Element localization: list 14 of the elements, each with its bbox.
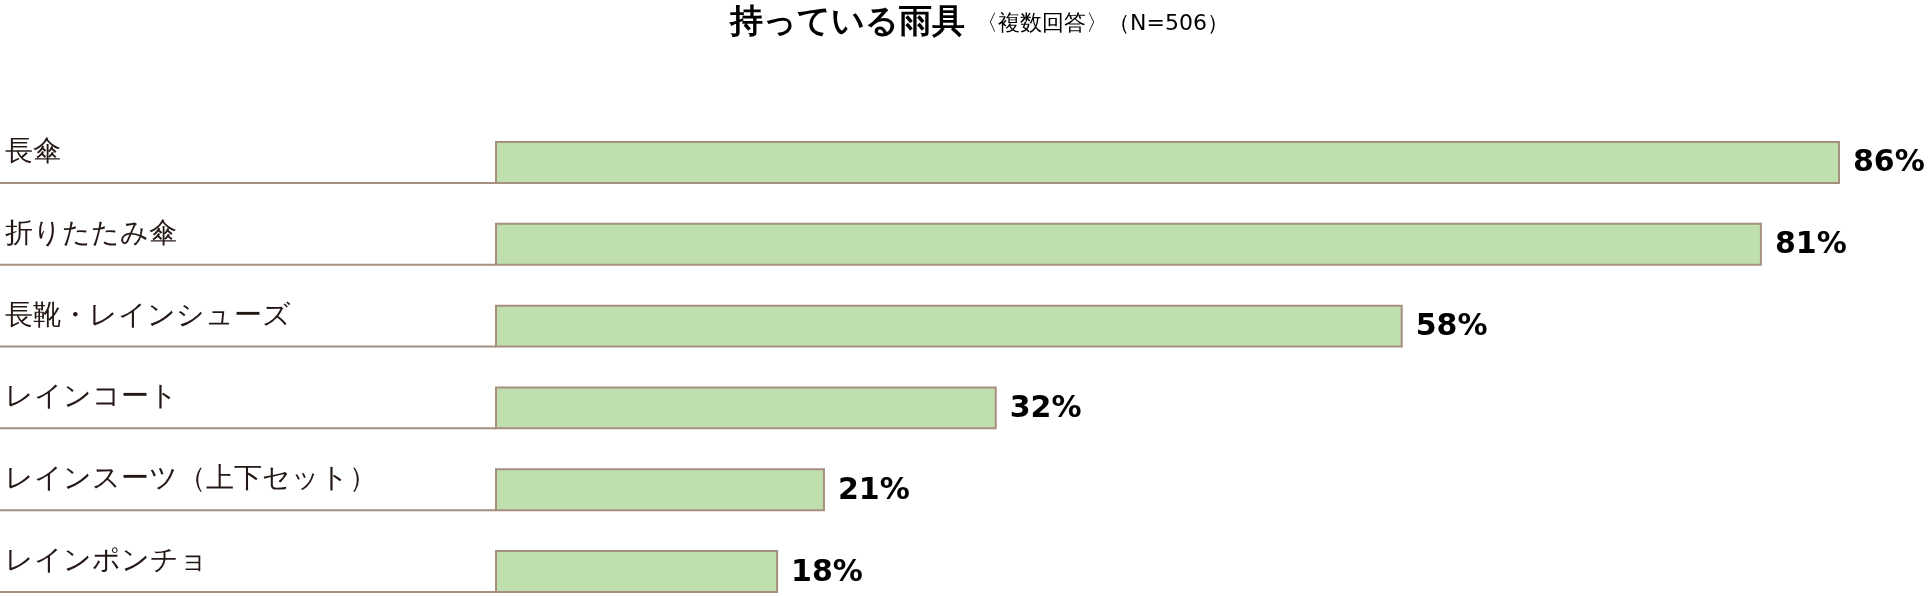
chart-subtitle: 〈複数回答〉（N=506） xyxy=(976,10,1229,35)
data-label: 86% xyxy=(1853,143,1925,179)
y-tick-label: 折りたたみ傘 xyxy=(5,215,177,249)
data-label: 58% xyxy=(1415,307,1488,343)
data-label: 21% xyxy=(837,470,910,506)
data-label: 18% xyxy=(791,552,863,588)
y-tick-label: 長傘 xyxy=(5,134,61,167)
chart-title: 持っている雨具 xyxy=(729,1,965,40)
y-tick-label: レインスーツ（上下セット） xyxy=(5,461,377,495)
data-label: 81% xyxy=(1774,225,1847,261)
y-tick-label: レインポンチョ xyxy=(5,543,208,577)
y-tick-label: 長靴・レインシューズ xyxy=(5,297,291,331)
data-label: 32% xyxy=(1009,388,1082,424)
y-tick-label: レインコート xyxy=(5,379,178,413)
